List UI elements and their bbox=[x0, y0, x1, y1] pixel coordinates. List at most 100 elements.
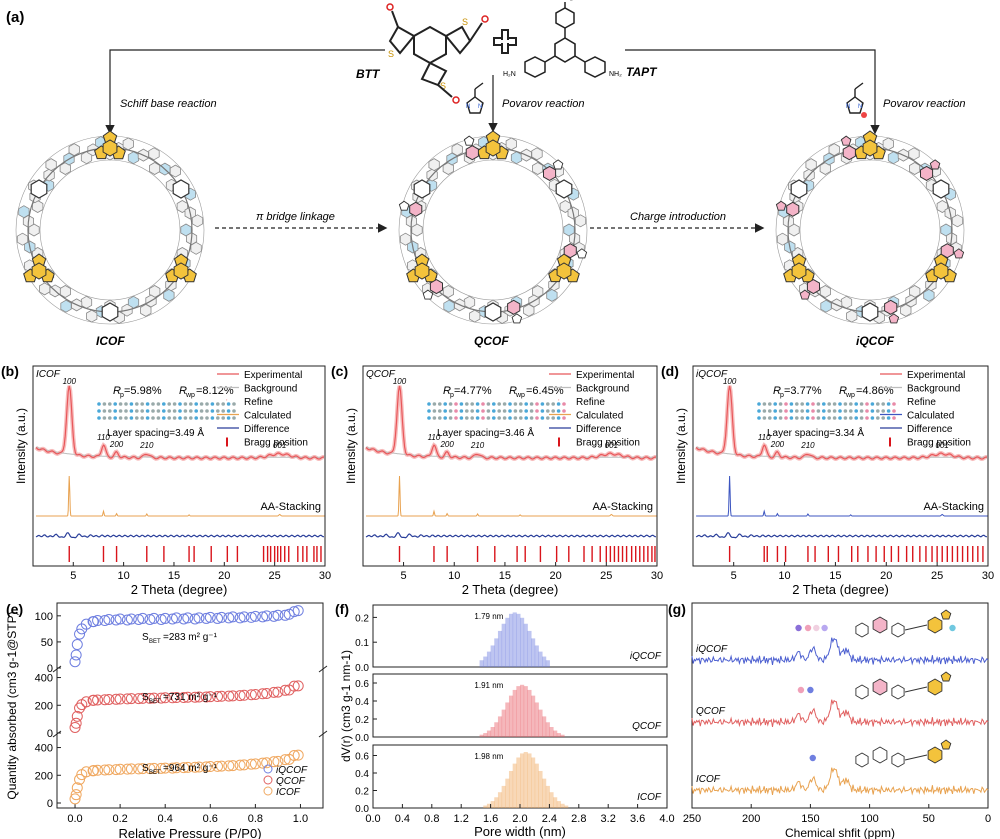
isotherm-point bbox=[92, 764, 104, 776]
isotherm-point bbox=[227, 760, 239, 772]
layer-atom bbox=[118, 402, 123, 406]
x-tick-label: 200 bbox=[742, 813, 760, 825]
legend-entry: QCOF bbox=[276, 776, 306, 787]
peak-label: 1.79 nm bbox=[474, 612, 503, 621]
charge-label: Charge introduction bbox=[630, 211, 726, 223]
y-axis-label: Intensity (a.u.) bbox=[674, 408, 688, 484]
layer-atom bbox=[135, 409, 139, 413]
pore-bar bbox=[527, 630, 532, 667]
plot-frame bbox=[362, 365, 658, 567]
isotherm-point bbox=[70, 717, 82, 729]
btt-core bbox=[31, 262, 47, 280]
layer-atom bbox=[140, 416, 144, 420]
isotherm-point bbox=[212, 612, 224, 624]
legend-symbol bbox=[889, 437, 891, 447]
pore-bar bbox=[549, 792, 554, 808]
ring-ring bbox=[900, 303, 912, 317]
layer-atom bbox=[145, 409, 150, 413]
isotherm-point bbox=[261, 610, 273, 622]
svg-text:N: N bbox=[858, 104, 862, 110]
layer-atom bbox=[854, 416, 858, 420]
ring-ring bbox=[191, 214, 204, 228]
x-tick-label: 2.4 bbox=[542, 813, 557, 825]
isotherm-point bbox=[234, 690, 246, 702]
layer-atom bbox=[178, 416, 182, 420]
layer-atom bbox=[486, 402, 491, 406]
legend-symbol: ' bbox=[226, 398, 228, 407]
layer-atom bbox=[205, 416, 209, 420]
pore-bar bbox=[556, 733, 561, 737]
layer-atom bbox=[448, 409, 453, 413]
isotherm-point bbox=[292, 605, 304, 617]
layer-atom bbox=[816, 416, 821, 420]
peak-label: 210 bbox=[800, 441, 815, 450]
layer-atom bbox=[778, 402, 783, 406]
layer-atom bbox=[784, 402, 788, 406]
pore-bar bbox=[523, 623, 528, 667]
structure-ring bbox=[855, 684, 869, 700]
layer-atom bbox=[205, 409, 209, 413]
pore-bar bbox=[483, 805, 488, 808]
quinoline-unit bbox=[842, 145, 856, 161]
pore-bar bbox=[479, 660, 484, 667]
bet-symbol: S bbox=[142, 692, 149, 703]
triazole-unit bbox=[888, 313, 900, 324]
layer-atom bbox=[562, 402, 566, 406]
structure-btt bbox=[927, 746, 943, 764]
isotherm-point bbox=[227, 690, 239, 702]
layer-atom bbox=[540, 416, 545, 420]
legend-entry: Difference bbox=[907, 424, 953, 435]
isotherm-point bbox=[178, 762, 190, 774]
layer-atom bbox=[486, 416, 491, 420]
layer-atom bbox=[762, 409, 767, 413]
pore-bar bbox=[516, 757, 521, 808]
pore-bar bbox=[545, 785, 550, 808]
y-tick-label: 0.4 bbox=[355, 697, 369, 708]
isotherm-point bbox=[144, 692, 156, 704]
ring-ring bbox=[887, 151, 900, 165]
x-axis-label: Chemical shfit (ppm) bbox=[785, 826, 895, 839]
peak-label: 001 bbox=[605, 441, 618, 450]
isotherm-point bbox=[268, 686, 280, 698]
peak-label: 100 bbox=[63, 377, 77, 386]
isotherm-point bbox=[193, 691, 205, 703]
isotherm-point bbox=[200, 761, 212, 773]
qcof-structure bbox=[398, 130, 588, 325]
layer-atom bbox=[432, 409, 437, 413]
layer-atom bbox=[432, 416, 437, 420]
layer-atom bbox=[546, 402, 550, 406]
ring-ring bbox=[510, 151, 523, 165]
ring-ring bbox=[523, 303, 535, 317]
layer-atom bbox=[827, 409, 831, 413]
legend-entry: iQCOF bbox=[276, 765, 308, 776]
layer-atom bbox=[556, 409, 561, 413]
legend-entry: Background bbox=[907, 384, 960, 395]
layer-atom bbox=[113, 402, 117, 406]
layer-atom bbox=[892, 416, 896, 420]
pore-bar bbox=[512, 612, 517, 667]
legend-entry: Background bbox=[576, 384, 629, 395]
legend-symbol bbox=[263, 775, 273, 785]
arrow-schiff bbox=[105, 49, 385, 135]
isotherm-point bbox=[170, 762, 182, 774]
isotherm-point bbox=[148, 762, 160, 774]
peak-label: 200 bbox=[770, 440, 785, 449]
pore-bar bbox=[483, 733, 488, 737]
y-tick-label: 200 bbox=[35, 770, 53, 782]
legend-entry: Refine bbox=[576, 397, 605, 408]
isotherm-panel: (e) 0.0 0.2 0.4 0.6 0.8 1.0 Relative Pressure (… bbox=[5, 601, 328, 839]
layer-atom bbox=[475, 402, 480, 406]
layer-atom bbox=[535, 409, 539, 413]
isotherm-point bbox=[200, 612, 212, 624]
isotherm-point bbox=[121, 693, 133, 705]
layer-atom bbox=[789, 409, 794, 413]
isotherm-point bbox=[279, 684, 291, 696]
layer-atom bbox=[102, 402, 107, 406]
bet-sub: BET bbox=[149, 639, 161, 645]
btt-core bbox=[933, 262, 949, 280]
layer-atom bbox=[486, 409, 491, 413]
isotherm-point bbox=[166, 692, 178, 704]
ring-ring bbox=[127, 151, 140, 165]
layer-atom bbox=[167, 402, 171, 406]
layer-atom bbox=[497, 409, 502, 413]
